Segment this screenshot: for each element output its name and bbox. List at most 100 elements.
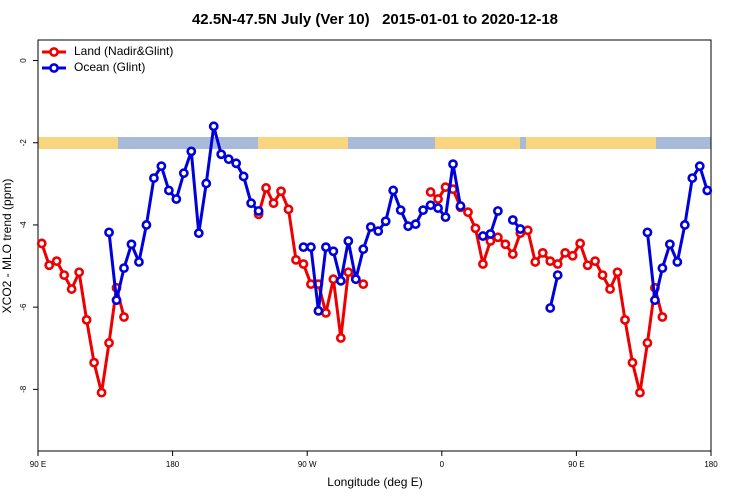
data-point — [515, 224, 526, 234]
data-point — [313, 305, 324, 316]
data-point — [672, 257, 683, 267]
data-point — [320, 242, 331, 253]
legend-label: Ocean (Glint) — [74, 60, 145, 74]
data-point — [500, 239, 511, 250]
data-point — [171, 194, 182, 204]
land-band — [258, 137, 348, 149]
y-tick-label: -6 — [19, 303, 28, 311]
data-point — [36, 238, 47, 249]
data-point — [530, 257, 541, 267]
data-point — [642, 338, 653, 348]
data-point — [679, 220, 690, 230]
data-point — [597, 270, 608, 280]
data-point — [448, 159, 458, 170]
data-point — [149, 173, 159, 183]
data-point — [81, 314, 92, 325]
data-point — [425, 200, 436, 211]
data-point — [410, 219, 421, 230]
data-point — [306, 279, 316, 290]
data-point — [537, 247, 548, 258]
data-point — [365, 222, 376, 232]
data-point — [104, 227, 114, 238]
data-point — [433, 203, 443, 213]
data-point — [470, 223, 481, 234]
data-point — [134, 257, 144, 267]
data-point — [89, 357, 99, 368]
data-point — [358, 244, 369, 255]
data-point — [657, 263, 668, 274]
data-point — [478, 231, 488, 241]
y-tick-label: 0 — [19, 58, 28, 63]
land-band — [526, 137, 656, 149]
data-point — [590, 256, 600, 267]
data-point — [582, 260, 593, 271]
data-point — [492, 206, 503, 216]
data-point — [343, 267, 354, 278]
data-point — [388, 185, 399, 196]
data-point — [702, 185, 713, 196]
data-point — [201, 178, 212, 189]
data-point — [492, 232, 503, 243]
data-point — [59, 270, 70, 280]
data-point — [620, 314, 630, 325]
chart-title: 42.5N-47.5N July (Ver 10) 2015-01-01 to … — [192, 11, 558, 28]
data-point — [403, 221, 414, 232]
data-point — [74, 267, 85, 278]
x-axis-label: Longitude (deg E) — [327, 475, 422, 489]
data-point — [522, 225, 533, 236]
data-point — [485, 229, 496, 239]
data-point — [657, 312, 668, 322]
data-point — [238, 171, 249, 182]
y-axis-label: XCO2 - MLO trend (ppm) — [0, 179, 14, 314]
data-point — [328, 274, 339, 285]
data-point — [119, 263, 129, 274]
data-point — [51, 256, 62, 267]
data-point — [575, 238, 586, 249]
data-point — [298, 259, 309, 269]
data-point — [104, 338, 114, 348]
data-point — [231, 158, 242, 169]
data-point — [552, 259, 563, 269]
land-band — [435, 137, 520, 149]
data-point — [418, 205, 429, 216]
data-point — [163, 185, 174, 196]
data-point — [283, 204, 294, 215]
data-point — [425, 187, 436, 197]
data-point — [560, 247, 571, 258]
data-point — [612, 267, 623, 278]
data-point — [650, 295, 660, 306]
data-point — [186, 146, 197, 157]
data-point — [605, 284, 615, 294]
data-point — [111, 295, 122, 306]
data-point — [276, 186, 286, 197]
data-point — [507, 249, 518, 260]
data-point — [119, 312, 129, 322]
data-point — [96, 387, 107, 398]
data-point — [320, 308, 331, 318]
data-point — [66, 284, 77, 294]
data-point — [545, 256, 556, 267]
legend-label: Land (Nadir&Glint) — [74, 44, 173, 58]
data-point — [478, 259, 488, 269]
data-point — [507, 215, 518, 225]
data-point — [261, 183, 271, 193]
data-point — [552, 270, 563, 280]
data-point — [178, 168, 189, 179]
data-point — [335, 333, 346, 343]
data-point — [343, 236, 354, 246]
y-tick-label: -2 — [19, 139, 28, 147]
x-tick-label: 90 E — [30, 460, 46, 469]
data-point — [455, 201, 466, 211]
x-tick-label: 0 — [440, 460, 445, 469]
data-point — [246, 198, 257, 209]
data-point — [350, 274, 361, 285]
data-point — [373, 226, 384, 237]
x-tick-label: 90 E — [568, 460, 584, 469]
data-point — [216, 149, 227, 160]
y-tick-label: -4 — [19, 221, 28, 229]
land-band — [38, 137, 118, 149]
x-tick-label: 180 — [704, 460, 718, 469]
data-point — [440, 212, 451, 223]
data-point — [463, 207, 473, 218]
